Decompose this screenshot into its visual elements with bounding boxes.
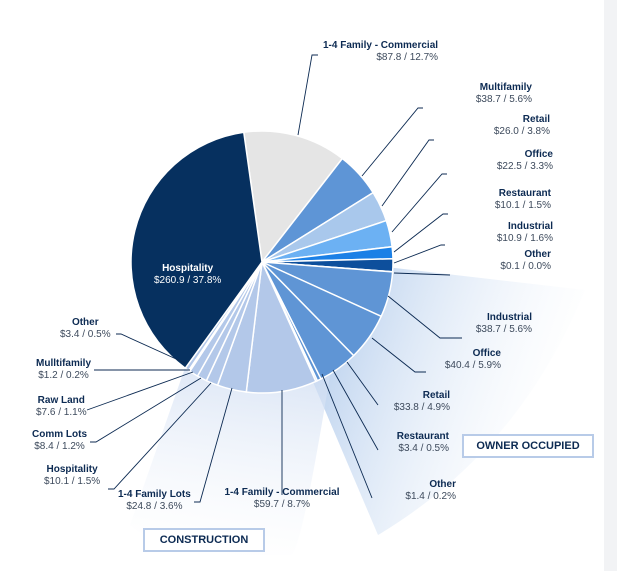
page-edge [604, 0, 617, 571]
slice-name: Comm Lots [32, 429, 87, 440]
slice-value: $260.9 / 37.8% [154, 275, 222, 286]
label-c-1-4-family-lots: 1-4 Family Lots $24.8 / 3.6% [118, 489, 191, 513]
slice-value: $10.9 / 1.6% [496, 233, 553, 244]
slice-value: $33.8 / 4.9% [393, 402, 450, 413]
slice-value: $38.7 / 5.6% [475, 94, 532, 105]
label-retail: Retail $26.0 / 3.8% [494, 114, 550, 138]
label-c-other: Other $3.4 / 0.5% [60, 317, 111, 341]
slice-value: $26.0 / 3.8% [493, 126, 550, 137]
slice-value: $1.4 / 0.2% [405, 491, 456, 502]
slice-name: Other [524, 249, 551, 260]
slice-name: Other [429, 479, 456, 490]
slice-value: $10.1 / 1.5% [494, 200, 551, 211]
owner-occupied-label: OWNER OCCUPIED [462, 434, 594, 458]
slice-value: $24.8 / 3.6% [126, 501, 183, 512]
slice-value: $8.4 / 1.2% [34, 441, 85, 452]
slice-name: Industrial [507, 221, 553, 232]
slice-name: Hospitality [162, 263, 214, 274]
slice-name: Industrial [486, 312, 532, 323]
label-c-raw-land: Raw Land $7.6 / 1.1% [36, 395, 87, 419]
construction-label: CONSTRUCTION [143, 528, 265, 552]
label-multifamily: Multifamily $38.7 / 5.6% [476, 82, 532, 106]
label-oo-office: Office $40.4 / 5.9% [445, 348, 501, 372]
pie-slice-1-4-family-commercial [242, 130, 344, 264]
label-office: Office $22.5 / 3.3% [497, 149, 553, 173]
slice-name: Retail [422, 390, 450, 401]
slice-value: $3.4 / 0.5% [60, 329, 111, 340]
label-c-hospitality: Hospitality $10.1 / 1.5% [44, 464, 100, 488]
slice-name: 1-4 Family - Commercial [224, 487, 340, 498]
label-oo-restaurant: Restaurant $3.4 / 0.5% [397, 431, 449, 455]
slice-value: $3.4 / 0.5% [398, 443, 449, 454]
slice-name: Other [71, 317, 99, 328]
slice-value: $0.1 / 0.0% [500, 261, 551, 272]
slice-name: Retail [522, 114, 550, 125]
slice-name: Office [524, 149, 553, 160]
leader-lines [86, 54, 462, 503]
label-c-multifamily: Mulltifamily $1.2 / 0.2% [36, 358, 91, 382]
slice-name: Hospitality [46, 464, 98, 475]
label-hospitality: Hospitality $260.9 / 37.8% [154, 263, 221, 287]
slice-value: $22.5 / 3.3% [496, 161, 553, 172]
slice-value: $40.4 / 5.9% [444, 360, 501, 371]
slice-value: $10.1 / 1.5% [44, 476, 101, 487]
label-other: Other $0.1 / 0.0% [500, 249, 551, 273]
slice-value: $59.7 / 8.7% [253, 499, 311, 510]
slice-name: 1-4 Family Lots [118, 489, 191, 500]
slice-value: $7.6 / 1.1% [36, 407, 87, 418]
slice-name: Restaurant [396, 431, 449, 442]
slice-name: Office [472, 348, 501, 359]
slice-value: $87.8 / 12.7% [376, 52, 439, 63]
label-oo-retail: Retail $33.8 / 4.9% [394, 390, 450, 414]
slice-name: Multifamily [479, 82, 532, 93]
slice-name: 1-4 Family - Commercial [323, 40, 439, 51]
label-industrial: Industrial $10.9 / 1.6% [497, 221, 553, 245]
label-oo-industrial: Industrial $38.7 / 5.6% [476, 312, 532, 336]
label-oo-other: Other $1.4 / 0.2% [405, 479, 456, 503]
slice-name: Raw Land [37, 395, 85, 406]
label-c-1-4-family-commercial: 1-4 Family - Commercial $59.7 / 8.7% [224, 487, 340, 511]
slice-name: Restaurant [498, 188, 551, 199]
label-c-comm-lots: Comm Lots $8.4 / 1.2% [32, 429, 87, 453]
slice-value: $38.7 / 5.6% [475, 324, 532, 335]
label-restaurant: Restaurant $10.1 / 1.5% [495, 188, 551, 212]
label-1-4-family-commercial: 1-4 Family - Commercial $87.8 / 12.7% [323, 40, 438, 64]
slice-name: Mulltifamily [36, 358, 92, 369]
slice-value: $1.2 / 0.2% [38, 370, 89, 381]
pie-slice-hospitality [130, 131, 263, 370]
